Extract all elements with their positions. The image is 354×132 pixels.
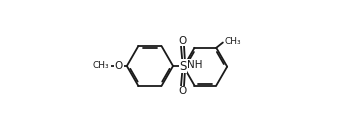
Text: S: S (179, 60, 187, 72)
Text: CH₃: CH₃ (93, 62, 109, 70)
Text: CH₃: CH₃ (224, 37, 241, 46)
Text: NH: NH (187, 60, 202, 70)
Text: O: O (115, 61, 123, 71)
Text: O: O (178, 36, 187, 46)
Text: O: O (178, 86, 187, 96)
